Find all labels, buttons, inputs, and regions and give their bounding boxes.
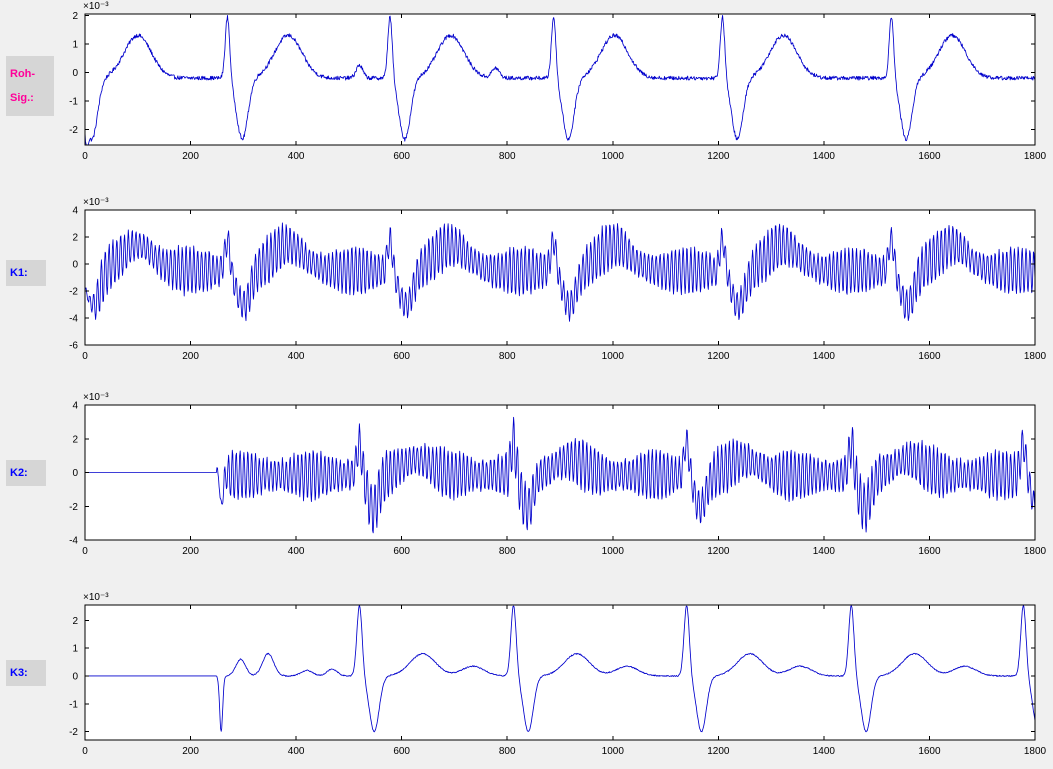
x-tick-label: 1800 <box>1024 546 1047 557</box>
axes-box <box>84 209 1036 346</box>
subplot-k1: 0 200 400 600 800 1000 1200 1400 1600 1800 -6 -4 -2 0… <box>69 197 1046 362</box>
label-k3: K3: <box>6 660 46 686</box>
x-tick-label: 1200 <box>707 351 730 362</box>
x-tick-label: 400 <box>288 351 305 362</box>
axes-background <box>85 14 1035 145</box>
x-tick-label: 200 <box>182 351 199 362</box>
y-axis-exponent-label: ×10⁻³ <box>83 592 109 603</box>
x-tick-label: 0 <box>82 746 88 757</box>
x-tick-label: 1600 <box>918 151 941 162</box>
signal-trace-k3 <box>85 605 1035 733</box>
x-tick-label: 600 <box>393 546 410 557</box>
signal-trace-roh_sig <box>85 14 1035 145</box>
axes-box <box>84 13 1036 146</box>
x-tick-label: 1600 <box>918 746 941 757</box>
x-tick-label: 0 <box>82 546 88 557</box>
y-tick-label: 4 <box>72 206 78 217</box>
x-tick-label: 800 <box>499 746 516 757</box>
x-tick-label: 1000 <box>602 746 625 757</box>
axes-background <box>85 605 1035 740</box>
x-tick-label: 800 <box>499 351 516 362</box>
axes-box <box>84 604 1036 741</box>
label-roh-line1: Roh- <box>10 68 36 80</box>
label-k1-text: K1: <box>10 267 28 279</box>
y-axis-exponent-label: ×10⁻³ <box>83 392 109 403</box>
x-tick-label: 400 <box>288 546 305 557</box>
y-tick-label: 1 <box>72 39 78 50</box>
y-tick-label: -2 <box>69 502 78 513</box>
y-tick-label: 2 <box>72 434 78 445</box>
x-tick-label: 1400 <box>813 546 836 557</box>
y-tick-label: 4 <box>72 401 78 412</box>
y-tick-label: 1 <box>72 644 78 655</box>
y-tick-label: -1 <box>69 699 78 710</box>
y-tick-label: 0 <box>72 68 78 79</box>
x-tick-label: 200 <box>182 746 199 757</box>
y-tick-label: -6 <box>69 341 78 352</box>
x-tick-label: 1800 <box>1024 151 1047 162</box>
y-axis-exponent-label: ×10⁻³ <box>83 197 109 208</box>
y-tick-label: -2 <box>69 287 78 298</box>
subplot-k3: 0 200 400 600 800 1000 1200 1400 1600 1800 -2 -1 0 1 2… <box>69 592 1046 757</box>
label-k1: K1: <box>6 260 46 286</box>
y-tick-label: 2 <box>72 233 78 244</box>
x-tick-label: 800 <box>499 151 516 162</box>
x-tick-label: 200 <box>182 546 199 557</box>
x-tick-label: 1400 <box>813 151 836 162</box>
y-tick-label: 0 <box>72 671 78 682</box>
x-tick-label: 0 <box>82 151 88 162</box>
y-tick-label: -2 <box>69 727 78 738</box>
x-tick-label: 1800 <box>1024 351 1047 362</box>
y-tick-label: 2 <box>72 616 78 627</box>
label-k3-text: K3: <box>10 667 28 679</box>
y-tick-label: -4 <box>69 314 78 325</box>
x-tick-label: 200 <box>182 151 199 162</box>
x-tick-label: 400 <box>288 746 305 757</box>
label-k2-text: K2: <box>10 467 28 479</box>
x-tick-label: 1000 <box>602 351 625 362</box>
x-tick-label: 600 <box>393 151 410 162</box>
subplot-roh_sig: 0 200 400 600 800 1000 1200 1400 1600 1800 -2 -1 0 1 2… <box>69 1 1046 162</box>
x-tick-label: 1600 <box>918 351 941 362</box>
signal-trace-k2 <box>85 416 1035 534</box>
x-tick-label: 400 <box>288 151 305 162</box>
y-tick-label: 2 <box>72 11 78 22</box>
y-tick-label: -4 <box>69 536 78 547</box>
x-tick-label: 600 <box>393 351 410 362</box>
x-tick-label: 1000 <box>602 151 625 162</box>
x-tick-label: 800 <box>499 546 516 557</box>
label-k2: K2: <box>6 460 46 486</box>
y-tick-label: -2 <box>69 125 78 136</box>
x-tick-label: 1400 <box>813 746 836 757</box>
subplot-k2: 0 200 400 600 800 1000 1200 1400 1600 1800 -4 -2 0 2 4… <box>69 392 1046 557</box>
label-roh-sig: Roh- Sig.: <box>6 56 54 116</box>
y-tick-label: 0 <box>72 260 78 271</box>
x-tick-label: 0 <box>82 351 88 362</box>
label-roh-line2: Sig.: <box>10 92 34 104</box>
x-tick-label: 1200 <box>707 151 730 162</box>
y-axis-exponent-label: ×10⁻³ <box>83 1 109 12</box>
x-tick-label: 1800 <box>1024 746 1047 757</box>
x-tick-label: 1200 <box>707 546 730 557</box>
x-tick-label: 1000 <box>602 546 625 557</box>
signal-trace-k1 <box>85 222 1035 322</box>
x-tick-label: 1400 <box>813 351 836 362</box>
y-tick-label: 0 <box>72 468 78 479</box>
x-tick-label: 1600 <box>918 546 941 557</box>
x-tick-label: 1200 <box>707 746 730 757</box>
x-tick-label: 600 <box>393 746 410 757</box>
y-tick-label: -1 <box>69 96 78 107</box>
